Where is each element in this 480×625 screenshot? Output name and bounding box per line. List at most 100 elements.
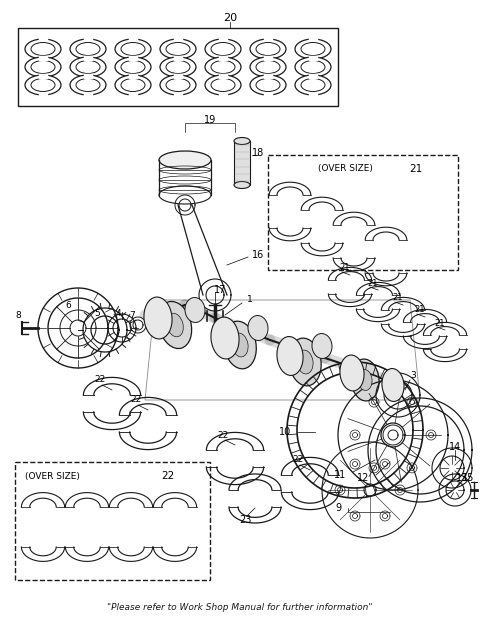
Ellipse shape bbox=[76, 42, 100, 56]
Text: 22: 22 bbox=[292, 456, 304, 464]
Text: 22: 22 bbox=[131, 396, 142, 404]
Ellipse shape bbox=[301, 61, 325, 74]
Text: 16: 16 bbox=[252, 250, 264, 260]
Ellipse shape bbox=[185, 298, 205, 322]
Ellipse shape bbox=[31, 42, 55, 56]
Ellipse shape bbox=[159, 151, 211, 169]
Text: 22: 22 bbox=[217, 431, 228, 439]
Text: 19: 19 bbox=[204, 115, 216, 125]
Ellipse shape bbox=[232, 333, 248, 357]
Text: 21: 21 bbox=[340, 264, 350, 272]
Text: 22: 22 bbox=[161, 471, 175, 481]
Ellipse shape bbox=[121, 61, 145, 74]
Text: 13: 13 bbox=[456, 473, 468, 483]
Text: 21: 21 bbox=[435, 319, 445, 328]
Ellipse shape bbox=[70, 75, 106, 95]
Text: 4: 4 bbox=[115, 309, 121, 318]
Text: 20: 20 bbox=[223, 13, 237, 23]
Bar bbox=[234, 141, 250, 185]
Ellipse shape bbox=[224, 321, 256, 369]
Text: 17: 17 bbox=[214, 285, 226, 295]
Ellipse shape bbox=[289, 338, 321, 386]
Text: 21: 21 bbox=[393, 294, 403, 302]
Ellipse shape bbox=[76, 79, 100, 91]
Ellipse shape bbox=[250, 75, 286, 95]
Text: 12: 12 bbox=[357, 473, 369, 483]
Ellipse shape bbox=[340, 355, 364, 391]
Text: 21: 21 bbox=[415, 306, 425, 314]
Ellipse shape bbox=[256, 61, 280, 74]
Bar bbox=[18, 28, 338, 106]
Text: 11: 11 bbox=[334, 470, 346, 480]
Ellipse shape bbox=[25, 75, 61, 95]
Text: 18: 18 bbox=[252, 148, 264, 158]
Ellipse shape bbox=[277, 336, 303, 376]
Ellipse shape bbox=[205, 57, 241, 77]
Ellipse shape bbox=[70, 57, 106, 77]
Text: 15: 15 bbox=[462, 473, 474, 483]
Ellipse shape bbox=[250, 39, 286, 59]
Ellipse shape bbox=[211, 79, 235, 91]
Text: 23: 23 bbox=[239, 515, 251, 525]
Text: 2: 2 bbox=[145, 306, 151, 314]
Ellipse shape bbox=[256, 79, 280, 91]
Text: 14: 14 bbox=[449, 442, 461, 452]
Ellipse shape bbox=[121, 79, 145, 91]
Ellipse shape bbox=[312, 334, 332, 359]
Ellipse shape bbox=[166, 79, 190, 91]
Text: (OVER SIZE): (OVER SIZE) bbox=[318, 164, 373, 174]
Text: 22: 22 bbox=[95, 376, 106, 384]
Ellipse shape bbox=[159, 186, 211, 204]
Ellipse shape bbox=[31, 79, 55, 91]
Ellipse shape bbox=[211, 317, 239, 359]
Ellipse shape bbox=[295, 39, 331, 59]
Ellipse shape bbox=[301, 79, 325, 91]
Ellipse shape bbox=[295, 75, 331, 95]
Text: 3: 3 bbox=[410, 371, 416, 379]
Ellipse shape bbox=[166, 42, 190, 56]
Text: 9: 9 bbox=[335, 503, 341, 513]
Ellipse shape bbox=[158, 301, 192, 349]
Ellipse shape bbox=[160, 57, 196, 77]
Text: 8: 8 bbox=[15, 311, 21, 319]
Ellipse shape bbox=[121, 42, 145, 56]
Text: 21: 21 bbox=[409, 164, 422, 174]
Ellipse shape bbox=[115, 39, 151, 59]
Text: 21: 21 bbox=[368, 279, 378, 288]
Ellipse shape bbox=[301, 42, 325, 56]
Ellipse shape bbox=[351, 359, 379, 401]
Ellipse shape bbox=[25, 57, 61, 77]
Ellipse shape bbox=[160, 39, 196, 59]
Ellipse shape bbox=[358, 369, 372, 391]
Ellipse shape bbox=[382, 369, 404, 401]
Ellipse shape bbox=[144, 297, 172, 339]
Text: "Please refer to Work Shop Manual for further information": "Please refer to Work Shop Manual for fu… bbox=[107, 604, 373, 612]
Ellipse shape bbox=[205, 39, 241, 59]
Text: (OVER SIZE): (OVER SIZE) bbox=[25, 471, 80, 481]
Ellipse shape bbox=[248, 316, 268, 341]
Text: 5: 5 bbox=[94, 309, 100, 318]
Text: 10: 10 bbox=[279, 427, 291, 437]
Text: 6: 6 bbox=[65, 301, 71, 311]
Ellipse shape bbox=[25, 39, 61, 59]
Ellipse shape bbox=[166, 61, 190, 74]
Ellipse shape bbox=[234, 138, 250, 144]
Ellipse shape bbox=[115, 57, 151, 77]
Ellipse shape bbox=[167, 313, 183, 337]
Bar bbox=[268, 155, 458, 270]
Ellipse shape bbox=[211, 42, 235, 56]
Ellipse shape bbox=[76, 61, 100, 74]
Ellipse shape bbox=[297, 350, 313, 374]
Ellipse shape bbox=[295, 57, 331, 77]
Ellipse shape bbox=[211, 61, 235, 74]
Bar bbox=[15, 462, 210, 580]
Ellipse shape bbox=[234, 181, 250, 189]
Ellipse shape bbox=[160, 75, 196, 95]
Ellipse shape bbox=[31, 61, 55, 74]
Ellipse shape bbox=[250, 57, 286, 77]
Ellipse shape bbox=[205, 75, 241, 95]
Ellipse shape bbox=[256, 42, 280, 56]
Text: 7: 7 bbox=[129, 311, 135, 319]
Ellipse shape bbox=[115, 75, 151, 95]
Ellipse shape bbox=[70, 39, 106, 59]
